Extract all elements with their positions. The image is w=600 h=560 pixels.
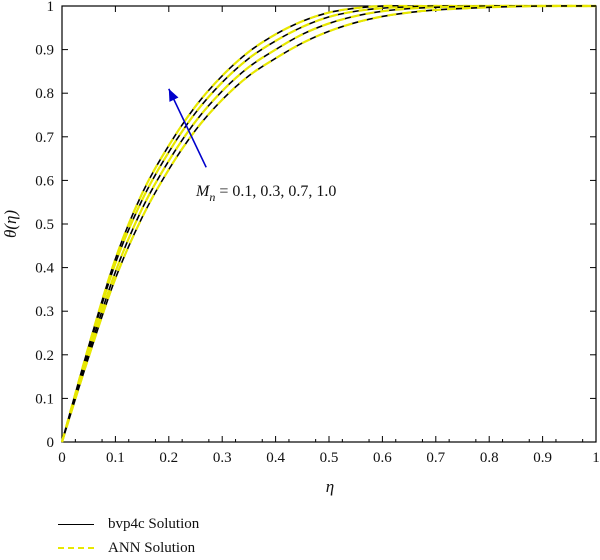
y-tick-label: 0 <box>47 435 55 451</box>
x-tick-label: 0.1 <box>106 450 125 466</box>
series-line-ann-1 <box>60 4 596 443</box>
y-tick-label: 0.5 <box>35 217 54 233</box>
series-line-bvp4c-1 <box>61 5 596 443</box>
x-tick-label: 0.9 <box>533 450 552 466</box>
legend-swatch-dashed <box>58 547 94 549</box>
annotation-values: = 0.1, 0.3, 0.7, 1.0 <box>215 183 336 200</box>
legend-label-bvp4c: bvp4c Solution <box>108 515 200 532</box>
series-line-ann-2 <box>60 4 596 443</box>
y-tick-label: 0.9 <box>35 43 54 59</box>
plot-frame <box>61 5 597 443</box>
series-line-bvp4c-0 <box>61 5 596 443</box>
annotation-text: Mn = 0.1, 0.3, 0.7, 1.0 <box>195 183 336 204</box>
x-tick-label: 0.3 <box>213 450 232 466</box>
series-line-bvp4c-3 <box>61 5 597 443</box>
series-line-ann-0 <box>60 4 596 443</box>
legend-swatch-solid <box>58 523 94 525</box>
annotation-subscript: n <box>209 190 215 204</box>
y-tick-label: 0.8 <box>35 86 54 102</box>
series-line-ann-3 <box>60 4 597 443</box>
plot-axes: 0 0.1 0.2 0.3 0.4 0.5 0.6 0.7 0.8 0.9 1 0 0.1 0.2 0.3 0… <box>35 0 600 466</box>
series-line-bvp4c-2 <box>61 5 596 443</box>
x-axis-label: η <box>326 477 334 496</box>
x-tick-label: 0.4 <box>266 450 285 466</box>
y-tick-label: 0.4 <box>35 261 54 277</box>
legend: bvp4c Solution ANN Solution <box>58 512 199 560</box>
x-tick-label: 0.8 <box>480 450 499 466</box>
annotation-symbol: M <box>195 183 211 200</box>
y-tick-label: 0.1 <box>35 391 54 407</box>
legend-item-bvp4c: bvp4c Solution <box>58 512 199 536</box>
x-tick-label: 0.7 <box>426 450 445 466</box>
annotation-arrow-shaft <box>168 88 207 168</box>
y-tick-label: 0.3 <box>35 304 54 320</box>
y-tick-label: 0.6 <box>35 173 54 189</box>
x-tick-label: 0 <box>58 450 66 466</box>
y-tick-label: 1 <box>47 0 55 15</box>
annotation-arrow-head <box>168 88 179 102</box>
legend-item-ann: ANN Solution <box>58 536 199 560</box>
x-tick-label: 0.2 <box>159 450 178 466</box>
y-tick-label: 0.2 <box>35 348 54 364</box>
annotation-layer: Mn = 0.1, 0.3, 0.7, 1.0 <box>168 88 336 204</box>
line-chart: 0 0.1 0.2 0.3 0.4 0.5 0.6 0.7 0.8 0.9 1 0 0.1 0.2 0.3 0… <box>1 0 600 496</box>
y-axis-label: θ(η) <box>1 210 20 238</box>
x-tick-label: 0.6 <box>373 450 392 466</box>
x-tick-label: 1 <box>592 450 600 466</box>
x-tick-label: 0.5 <box>320 450 339 466</box>
legend-label-ann: ANN Solution <box>108 539 196 556</box>
series-layer <box>60 4 597 443</box>
y-tick-label: 0.7 <box>35 130 54 146</box>
